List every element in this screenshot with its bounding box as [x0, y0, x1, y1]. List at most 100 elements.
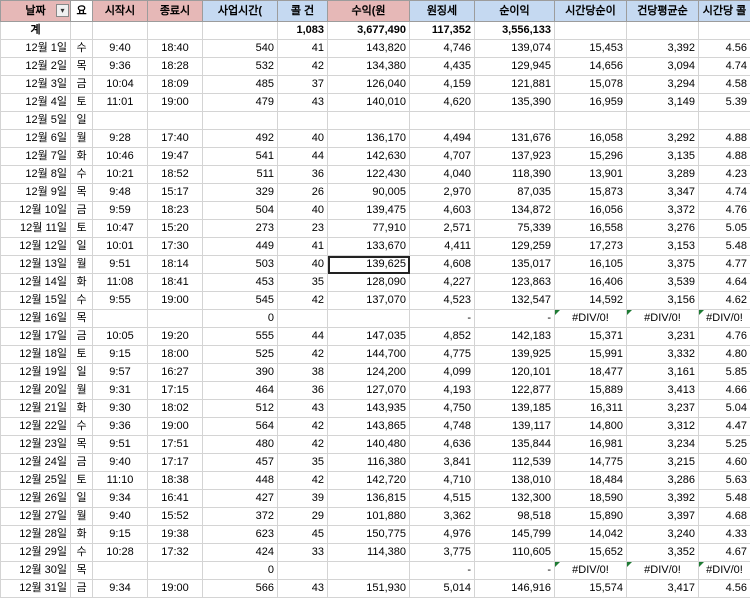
- cell-day-of-week[interactable]: 토: [71, 220, 93, 238]
- cell-date[interactable]: 12월 9일: [1, 184, 71, 202]
- cell-hourly-net[interactable]: 15,652: [555, 544, 627, 562]
- cell-start-time[interactable]: 9:28: [93, 130, 148, 148]
- cell-business-hours[interactable]: 492: [203, 130, 278, 148]
- cell-end-time[interactable]: 18:00: [148, 346, 203, 364]
- cell-date[interactable]: 12월 5일: [1, 112, 71, 130]
- cell-day-of-week[interactable]: 금: [71, 76, 93, 94]
- cell-net-profit[interactable]: 139,074: [475, 40, 555, 58]
- cell-call-count[interactable]: 35: [278, 274, 328, 292]
- cell-start-time[interactable]: 10:21: [93, 166, 148, 184]
- cell-withholding-tax[interactable]: 4,193: [410, 382, 475, 400]
- cell-date[interactable]: 12월 25일: [1, 472, 71, 490]
- cell-start-time[interactable]: 9:51: [93, 436, 148, 454]
- cell-day-of-week[interactable]: 화: [71, 148, 93, 166]
- cell-hourly-net[interactable]: 15,371: [555, 328, 627, 346]
- cell-business-hours[interactable]: 329: [203, 184, 278, 202]
- cell-revenue[interactable]: 147,035: [328, 328, 410, 346]
- cell-revenue[interactable]: 134,380: [328, 58, 410, 76]
- cell-end-time[interactable]: 19:47: [148, 148, 203, 166]
- column-header-net-profit[interactable]: 순이익: [475, 1, 555, 22]
- cell-end-time[interactable]: 17:51: [148, 436, 203, 454]
- cell-avg-per-call[interactable]: 3,392: [627, 490, 699, 508]
- cell-revenue[interactable]: 150,775: [328, 526, 410, 544]
- cell-date[interactable]: 12월 24일: [1, 454, 71, 472]
- cell-avg-per-call[interactable]: 3,149: [627, 94, 699, 112]
- cell-end-time[interactable]: 16:27: [148, 364, 203, 382]
- cell-start-time[interactable]: 9:34: [93, 490, 148, 508]
- cell-net-profit[interactable]: 142,183: [475, 328, 555, 346]
- cell-start-time[interactable]: 9:15: [93, 346, 148, 364]
- cell-revenue[interactable]: 90,005: [328, 184, 410, 202]
- cell-hourly-net[interactable]: 16,558: [555, 220, 627, 238]
- cell-hourly-net[interactable]: 16,311: [555, 400, 627, 418]
- cell-revenue[interactable]: 140,480: [328, 436, 410, 454]
- cell-start-time[interactable]: 10:47: [93, 220, 148, 238]
- cell-net-profit[interactable]: 122,877: [475, 382, 555, 400]
- cell-net-profit[interactable]: 135,844: [475, 436, 555, 454]
- cell-withholding-tax[interactable]: 4,775: [410, 346, 475, 364]
- filter-dropdown-icon[interactable]: ▾: [56, 4, 69, 17]
- cell-avg-per-call[interactable]: 3,413: [627, 382, 699, 400]
- cell-net-profit[interactable]: 129,945: [475, 58, 555, 76]
- column-header-day-of-week[interactable]: 요: [71, 1, 93, 22]
- cell-avg-per-call[interactable]: #DIV/0!: [627, 562, 699, 580]
- cell-avg-per-call[interactable]: 3,237: [627, 400, 699, 418]
- cell-hourly-net[interactable]: 13,901: [555, 166, 627, 184]
- cell-calls-per-hour[interactable]: 4.23: [699, 166, 750, 184]
- cell-avg-per-call[interactable]: 3,161: [627, 364, 699, 382]
- cell-date[interactable]: 12월 20일: [1, 382, 71, 400]
- cell-calls-per-hour[interactable]: #DIV/0!: [699, 310, 750, 328]
- cell-day-of-week[interactable]: 일: [71, 112, 93, 130]
- cell-net-profit[interactable]: 135,017: [475, 256, 555, 274]
- cell-net-profit[interactable]: 139,185: [475, 400, 555, 418]
- cell-avg-per-call[interactable]: 3,375: [627, 256, 699, 274]
- cell-net-profit[interactable]: 139,117: [475, 418, 555, 436]
- cell-call-count[interactable]: 44: [278, 148, 328, 166]
- cell-start-time[interactable]: 10:46: [93, 148, 148, 166]
- cell-calls-per-hour[interactable]: 5.48: [699, 490, 750, 508]
- cell-business-hours[interactable]: [203, 112, 278, 130]
- cell-start-time[interactable]: 11:10: [93, 472, 148, 490]
- cell-revenue[interactable]: 144,700: [328, 346, 410, 364]
- cell-avg-per-call[interactable]: 3,276: [627, 220, 699, 238]
- cell-withholding-tax[interactable]: 4,620: [410, 94, 475, 112]
- cell-end-time[interactable]: 15:17: [148, 184, 203, 202]
- cell-avg-per-call[interactable]: [627, 112, 699, 130]
- cell-business-hours[interactable]: 512: [203, 400, 278, 418]
- cell-calls-per-hour[interactable]: 4.74: [699, 184, 750, 202]
- cell-call-count[interactable]: 42: [278, 418, 328, 436]
- cell-net-profit[interactable]: 110,605: [475, 544, 555, 562]
- cell-net-profit[interactable]: 118,390: [475, 166, 555, 184]
- cell-end-time[interactable]: 17:40: [148, 130, 203, 148]
- cell-net-profit[interactable]: 131,676: [475, 130, 555, 148]
- cell-day-of-week[interactable]: 수: [71, 544, 93, 562]
- cell-net-profit[interactable]: 145,799: [475, 526, 555, 544]
- cell-day-of-week[interactable]: 목: [71, 436, 93, 454]
- cell-revenue[interactable]: 101,880: [328, 508, 410, 526]
- cell-call-count[interactable]: 43: [278, 580, 328, 598]
- cell-revenue[interactable]: 128,090: [328, 274, 410, 292]
- cell-start-time[interactable]: 9:40: [93, 40, 148, 58]
- cell-call-count[interactable]: 37: [278, 76, 328, 94]
- cell-withholding-tax[interactable]: -: [410, 310, 475, 328]
- cell-avg-per-call[interactable]: 3,372: [627, 202, 699, 220]
- cell-call-count[interactable]: 23: [278, 220, 328, 238]
- cell-date[interactable]: 12월 10일: [1, 202, 71, 220]
- cell-net-profit[interactable]: 146,916: [475, 580, 555, 598]
- cell-net-profit[interactable]: 123,863: [475, 274, 555, 292]
- cell-day-of-week[interactable]: 수: [71, 166, 93, 184]
- cell-calls-per-hour[interactable]: 5.05: [699, 220, 750, 238]
- cell-call-count[interactable]: 33: [278, 544, 328, 562]
- cell-start-time[interactable]: 9:57: [93, 364, 148, 382]
- cell-date[interactable]: 12월 29일: [1, 544, 71, 562]
- total-cell-calls-per-hour[interactable]: [699, 22, 750, 40]
- cell-avg-per-call[interactable]: 3,234: [627, 436, 699, 454]
- cell-withholding-tax[interactable]: 4,435: [410, 58, 475, 76]
- cell-withholding-tax[interactable]: 3,362: [410, 508, 475, 526]
- cell-day-of-week[interactable]: 일: [71, 364, 93, 382]
- cell-start-time[interactable]: [93, 112, 148, 130]
- cell-revenue[interactable]: 116,380: [328, 454, 410, 472]
- cell-end-time[interactable]: 19:38: [148, 526, 203, 544]
- cell-call-count[interactable]: 43: [278, 94, 328, 112]
- cell-date[interactable]: 12월 30일: [1, 562, 71, 580]
